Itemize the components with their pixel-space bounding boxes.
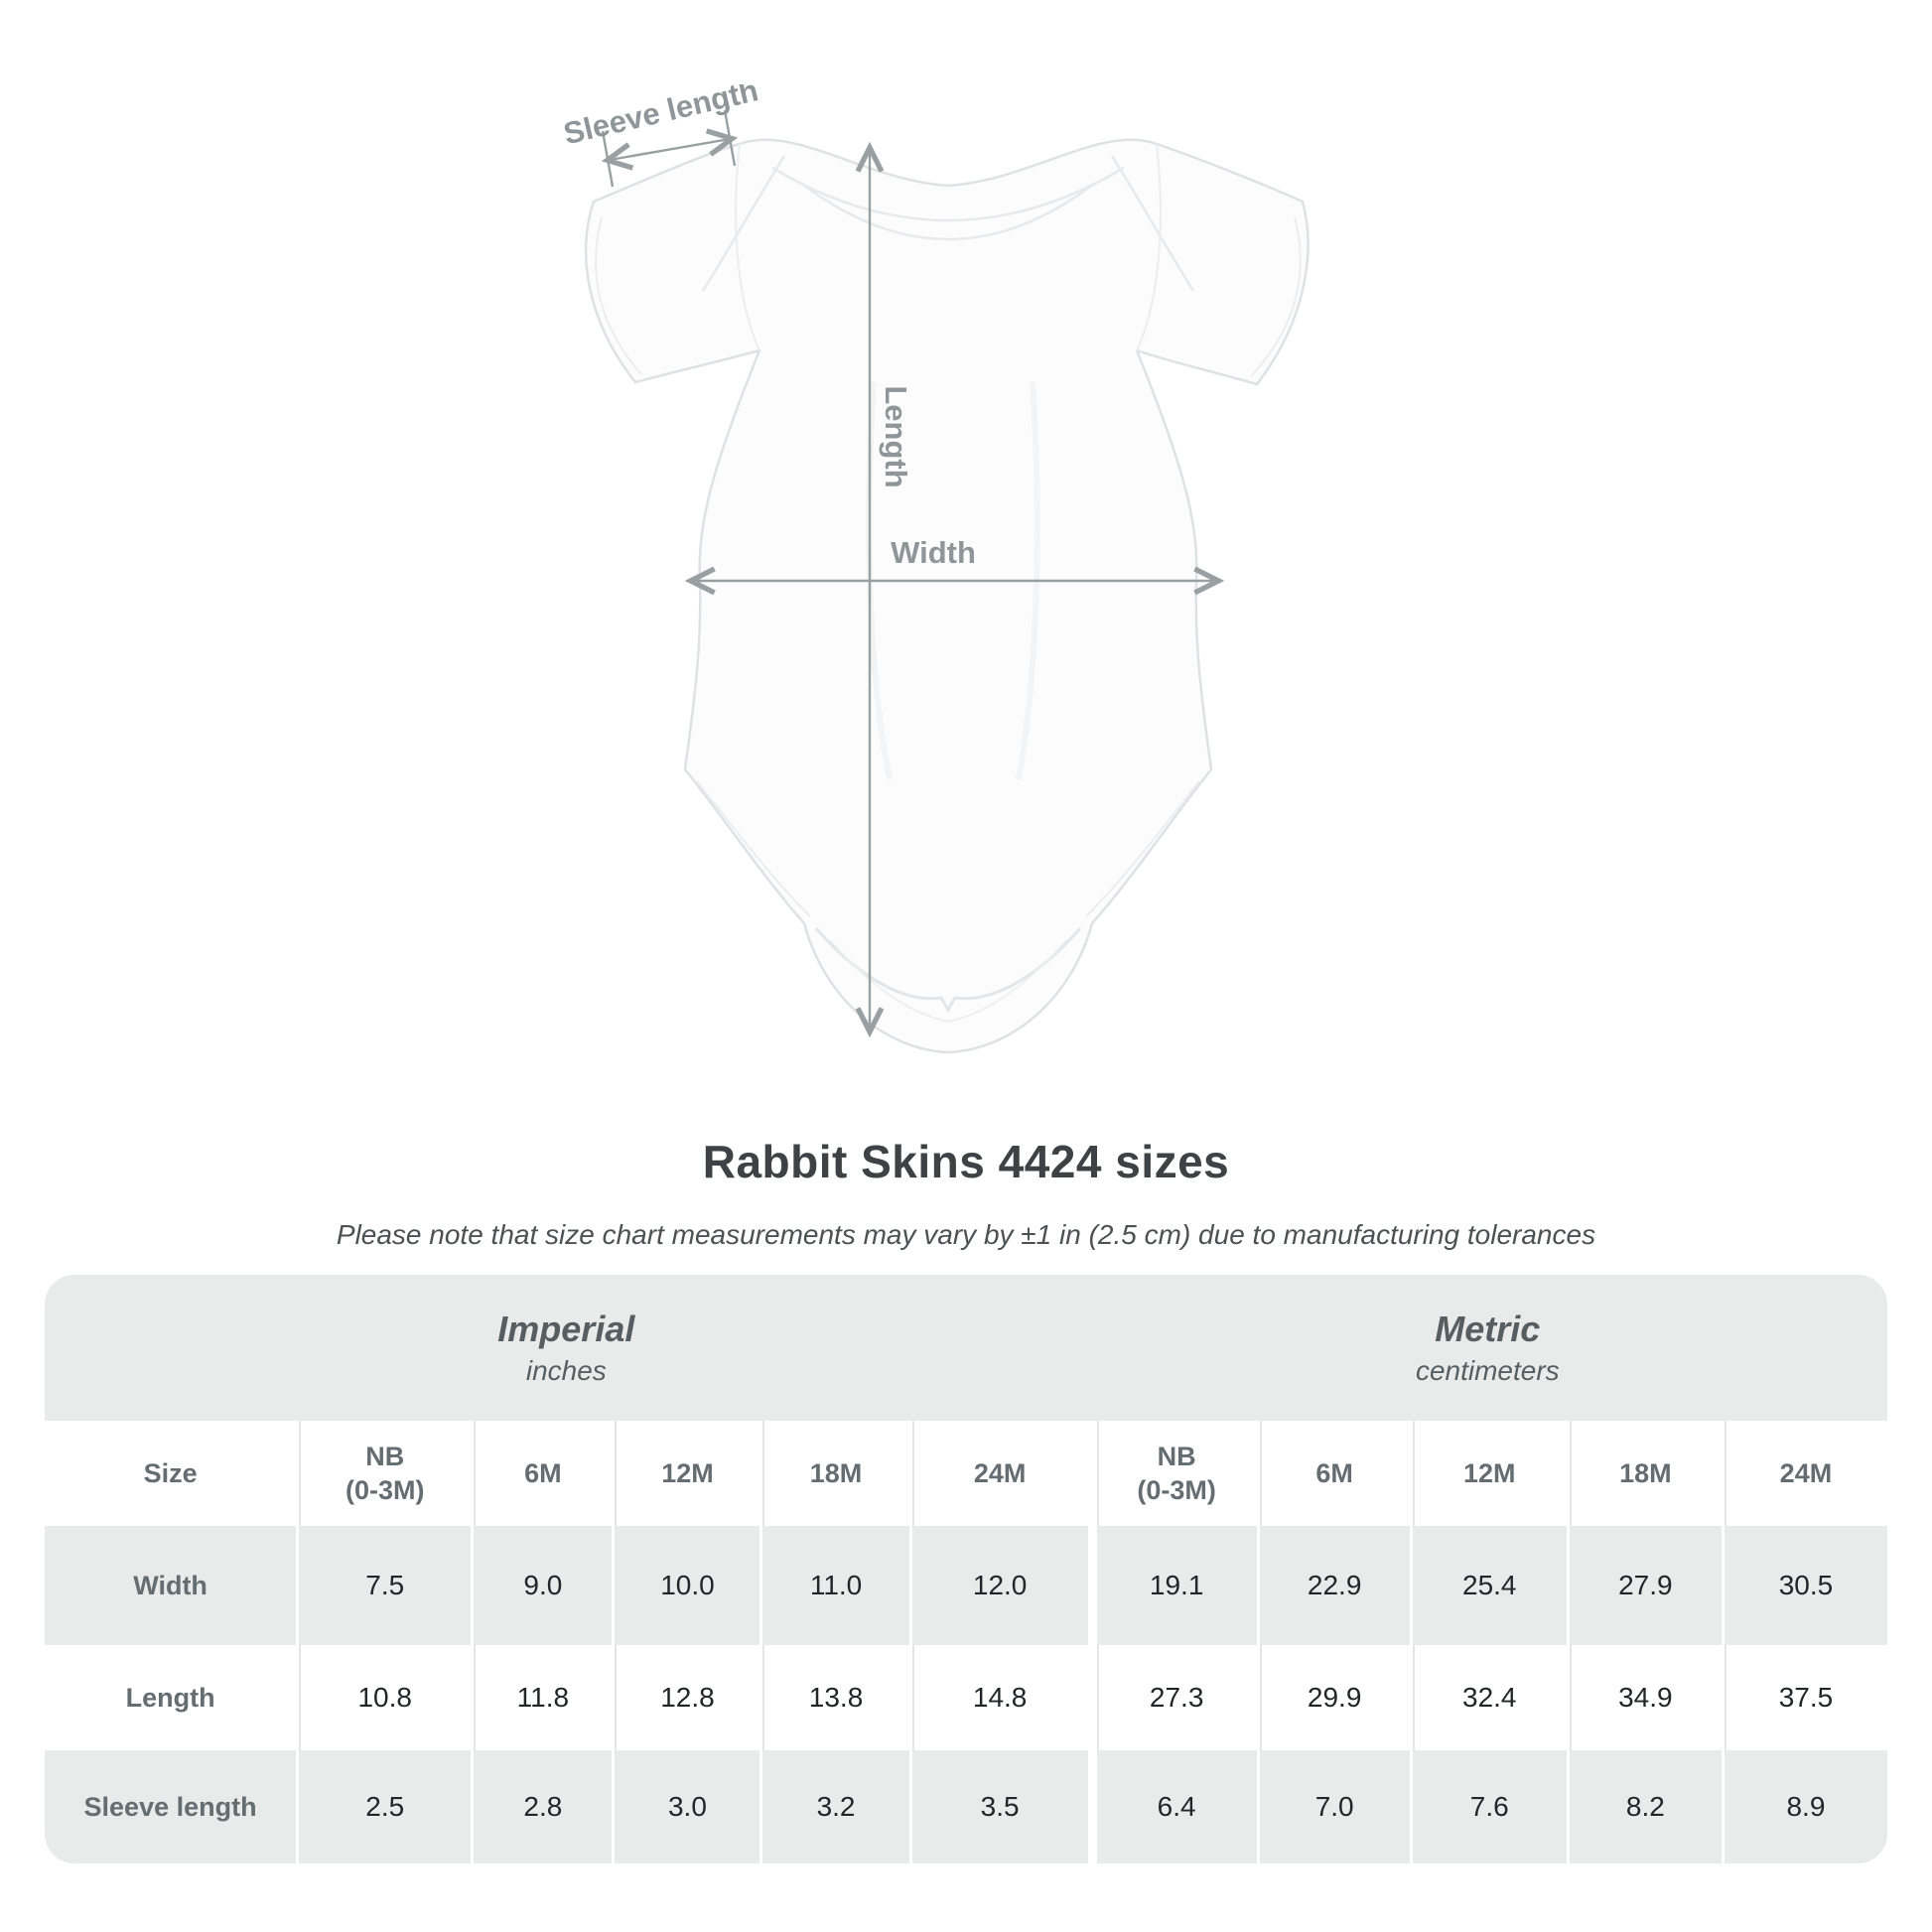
unit-group-row: Imperial inches Metric centimeters <box>45 1275 1887 1421</box>
cell: 27.9 <box>1566 1526 1722 1645</box>
cell: 10.0 <box>612 1526 760 1645</box>
cell: 34.9 <box>1566 1645 1722 1750</box>
onesie-illustration: Sleeve length Length Width <box>560 84 1310 1054</box>
cell: 29.9 <box>1256 1645 1410 1750</box>
cell: 3.0 <box>612 1750 760 1863</box>
col-header-metric-nb: NB (0-3M) <box>1087 1421 1257 1526</box>
row-label-sleeve-length: Sleeve length <box>45 1750 297 1863</box>
row-label-width: Width <box>45 1526 297 1645</box>
col-header-imperial-24m: 24M <box>908 1421 1088 1526</box>
cell: 13.8 <box>759 1645 909 1750</box>
width-label: Width <box>891 535 976 570</box>
sleeve-length-arrow <box>601 109 739 188</box>
col-header-imperial-nb: NB (0-3M) <box>296 1421 472 1526</box>
cell: 14.8 <box>908 1645 1088 1750</box>
col-header-metric-12m: 12M <box>1409 1421 1567 1526</box>
col-header-metric-24m: 24M <box>1721 1421 1887 1526</box>
metric-group-unit: centimeters <box>1415 1354 1560 1386</box>
cell: 11.8 <box>471 1645 613 1750</box>
cell: 8.2 <box>1566 1750 1722 1863</box>
cell: 12.0 <box>908 1526 1088 1645</box>
metric-group-name: Metric <box>1435 1308 1541 1349</box>
table-row-sleeve-length: Sleeve length 2.5 2.8 3.0 3.2 3.5 6.4 7.… <box>45 1750 1887 1863</box>
imperial-group-unit: inches <box>525 1354 607 1386</box>
length-label: Length <box>879 385 913 487</box>
cell: 10.8 <box>296 1645 472 1750</box>
col-header-imperial-6m: 6M <box>471 1421 613 1526</box>
cell: 30.5 <box>1721 1526 1887 1645</box>
cell: 9.0 <box>471 1526 613 1645</box>
cell: 32.4 <box>1409 1645 1567 1750</box>
size-table: Imperial inches Metric centimeters Size … <box>45 1275 1887 1863</box>
page-title: Rabbit Skins 4424 sizes <box>702 1136 1230 1187</box>
cell: 3.2 <box>759 1750 909 1863</box>
row-label-length: Length <box>45 1645 297 1750</box>
onesie-diagram: Sleeve length Length Width <box>560 84 1310 1054</box>
cell: 2.5 <box>296 1750 472 1863</box>
size-column-header: Size <box>45 1421 297 1526</box>
cell: 6.4 <box>1087 1750 1257 1863</box>
unit-group-metric: Metric centimeters <box>1087 1275 1887 1421</box>
cell: 22.9 <box>1256 1526 1410 1645</box>
cell: 12.8 <box>612 1645 760 1750</box>
table-row-length: Length 10.8 11.8 12.8 13.8 14.8 27.3 29.… <box>45 1645 1887 1750</box>
col-header-imperial-12m: 12M <box>612 1421 760 1526</box>
cell: 27.3 <box>1087 1645 1257 1750</box>
cell: 3.5 <box>908 1750 1088 1863</box>
table-row-width: Width 7.5 9.0 10.0 11.0 12.0 19.1 22.9 2… <box>45 1526 1887 1645</box>
cell: 7.0 <box>1256 1750 1410 1863</box>
onesie-body-shape <box>584 138 1310 1054</box>
unit-group-imperial: Imperial inches <box>45 1275 1088 1421</box>
cell: 8.9 <box>1721 1750 1887 1863</box>
cell: 25.4 <box>1409 1526 1567 1645</box>
cell: 2.8 <box>471 1750 613 1863</box>
cell: 11.0 <box>759 1526 909 1645</box>
col-header-metric-18m: 18M <box>1566 1421 1722 1526</box>
tolerance-note: Please note that size chart measurements… <box>336 1219 1596 1250</box>
cell: 7.6 <box>1409 1750 1567 1863</box>
col-header-imperial-18m: 18M <box>759 1421 909 1526</box>
imperial-group-name: Imperial <box>497 1308 635 1349</box>
size-header-row: Size NB (0-3M) 6M 12M 18M 24M NB (0-3M) … <box>45 1421 1887 1526</box>
cell: 37.5 <box>1721 1645 1887 1750</box>
cell: 19.1 <box>1087 1526 1257 1645</box>
cell: 7.5 <box>296 1526 472 1645</box>
col-header-metric-6m: 6M <box>1256 1421 1410 1526</box>
